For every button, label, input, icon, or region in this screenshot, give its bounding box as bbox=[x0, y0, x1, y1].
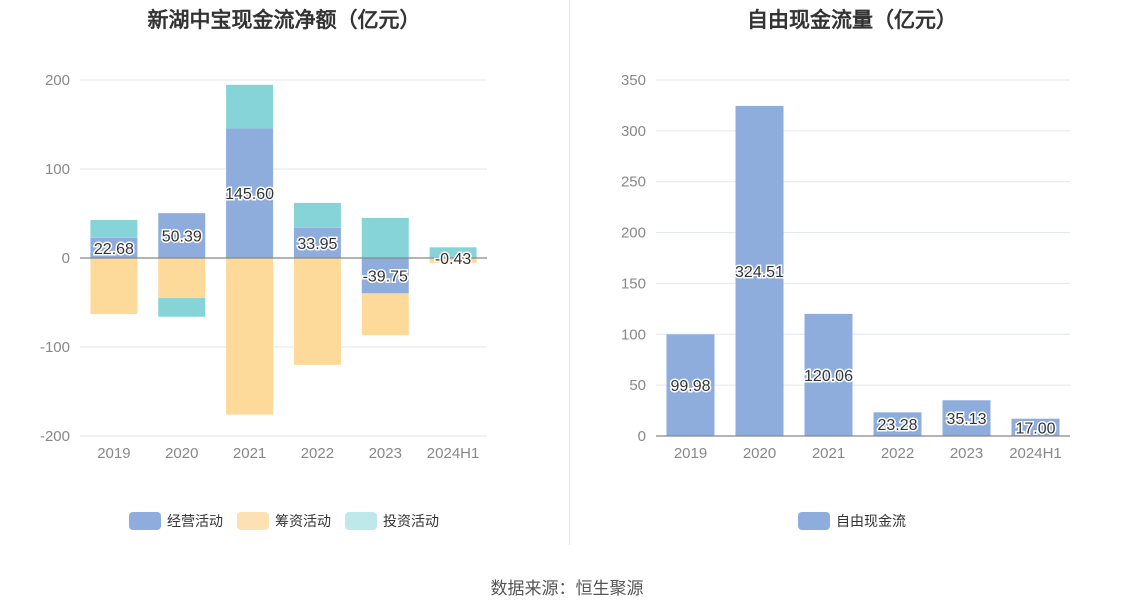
x-tick-label: 2024H1 bbox=[1009, 445, 1062, 462]
data-label: 324.51 bbox=[735, 264, 784, 281]
left-legend: 经营活动 筹资活动 投资活动 bbox=[0, 511, 568, 531]
legend-label-financing: 筹资活动 bbox=[275, 513, 331, 529]
legend-item-investing[interactable]: 投资活动 bbox=[345, 511, 439, 531]
x-tick-label: 2022 bbox=[301, 445, 334, 462]
y-tick-label: 200 bbox=[45, 72, 70, 89]
data-label: 145.60 bbox=[225, 186, 274, 203]
free-cashflow-chart-panel: 自由现金流量（亿元） 350 300 250 200 150 100 50 0 2019 2020… bbox=[570, 0, 1134, 545]
x-tick-label: 2022 bbox=[881, 445, 914, 462]
data-label: 50.39 bbox=[162, 229, 202, 246]
data-label: 23.28 bbox=[877, 417, 917, 434]
data-label: -0.43 bbox=[435, 251, 472, 268]
y-tick-label: 350 bbox=[621, 72, 646, 89]
data-label: -39.75 bbox=[363, 269, 408, 286]
x-tick-label: 2023 bbox=[950, 445, 983, 462]
x-tick-label: 2020 bbox=[743, 445, 776, 462]
legend-item-free-cashflow[interactable]: 自由现金流 bbox=[798, 511, 906, 531]
legend-swatch-free-cashflow bbox=[798, 512, 830, 530]
legend-swatch-investing bbox=[345, 512, 377, 530]
legend-item-operating[interactable]: 经营活动 bbox=[129, 511, 223, 531]
x-tick-label: 2021 bbox=[812, 445, 845, 462]
bar-financing bbox=[226, 258, 274, 415]
bar-operating bbox=[293, 227, 341, 258]
x-tick-label: 2024H1 bbox=[427, 445, 480, 462]
bar-operating bbox=[158, 213, 206, 258]
free-cashflow-chart: 350 300 250 200 150 100 50 0 2019 2020 2021 2022 202… bbox=[621, 72, 1070, 462]
data-source-note: 数据来源：恒生聚源 bbox=[490, 579, 644, 598]
cashflow-net-chart: 200 100 0 -100 -200 2019 2020 2021 2022 2023 2024H… bbox=[40, 72, 487, 462]
panel-divider bbox=[569, 0, 570, 545]
data-label: 120.06 bbox=[804, 368, 853, 385]
legend-swatch-operating bbox=[129, 512, 161, 530]
y-tick-label: -200 bbox=[40, 428, 70, 445]
bar-operating bbox=[90, 237, 138, 258]
x-tick-label: 2021 bbox=[233, 445, 266, 462]
data-label: 17.00 bbox=[1015, 420, 1055, 437]
bar-free-cashflow bbox=[804, 313, 853, 436]
x-tick-label: 2023 bbox=[369, 445, 402, 462]
bar-free-cashflow bbox=[666, 334, 715, 436]
y-tick-label: 0 bbox=[638, 428, 646, 445]
left-chart-title: 新湖中宝现金流净额（亿元） bbox=[147, 9, 421, 32]
bar-operating bbox=[226, 128, 274, 258]
bar-investing bbox=[158, 298, 206, 317]
y-tick-label: 0 bbox=[62, 250, 70, 267]
bar-financing bbox=[293, 258, 341, 365]
legend-item-financing[interactable]: 筹资活动 bbox=[237, 511, 331, 531]
cashflow-net-chart-panel: 新湖中宝现金流净额（亿元） 200 100 0 -100 -200 2019 2020 202… bbox=[0, 0, 568, 545]
data-label: 35.13 bbox=[946, 411, 986, 428]
right-legend: 自由现金流 bbox=[570, 511, 1134, 531]
bar-free-cashflow bbox=[942, 400, 991, 436]
bar-investing bbox=[90, 220, 138, 238]
bar-financing bbox=[361, 293, 409, 336]
bar-investing bbox=[226, 84, 274, 129]
bar-investing bbox=[429, 247, 477, 258]
y-tick-label: 50 bbox=[629, 377, 646, 394]
bar-free-cashflow bbox=[873, 412, 922, 436]
x-tick-label: 2019 bbox=[97, 445, 130, 462]
x-tick-label: 2020 bbox=[165, 445, 198, 462]
data-label: 22.68 bbox=[94, 241, 134, 258]
bar-investing bbox=[293, 202, 341, 228]
legend-label-free-cashflow: 自由现金流 bbox=[836, 513, 906, 529]
y-tick-label: 150 bbox=[621, 275, 646, 292]
legend-swatch-financing bbox=[237, 512, 269, 530]
y-tick-label: 300 bbox=[621, 123, 646, 140]
legend-label-investing: 投资活动 bbox=[383, 513, 439, 529]
y-tick-label: 100 bbox=[45, 161, 70, 178]
data-label: 99.98 bbox=[670, 378, 710, 395]
bar-free-cashflow bbox=[1011, 418, 1060, 436]
bar-investing bbox=[361, 217, 409, 258]
y-tick-label: 250 bbox=[621, 174, 646, 191]
x-tick-label: 2019 bbox=[674, 445, 707, 462]
bar-financing bbox=[90, 258, 138, 315]
data-label: 33.95 bbox=[297, 236, 337, 253]
y-tick-label: 100 bbox=[621, 326, 646, 343]
y-tick-label: 200 bbox=[621, 225, 646, 242]
bar-financing bbox=[158, 258, 206, 299]
y-tick-label: -100 bbox=[40, 339, 70, 356]
legend-label-operating: 经营活动 bbox=[167, 513, 223, 529]
bar-operating bbox=[361, 258, 409, 294]
right-chart-title: 自由现金流量（亿元） bbox=[747, 9, 957, 32]
bar-financing bbox=[429, 258, 477, 263]
bar-free-cashflow bbox=[735, 105, 784, 436]
